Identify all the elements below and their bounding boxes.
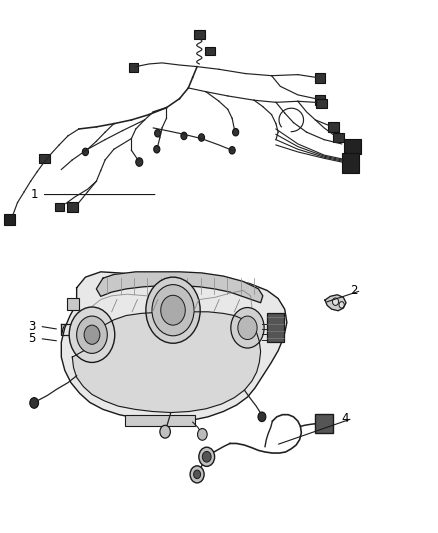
Bar [333, 133, 343, 142]
Circle shape [69, 307, 115, 362]
Circle shape [30, 398, 39, 408]
Circle shape [77, 316, 107, 353]
Bar [194, 30, 205, 39]
Bar [315, 414, 333, 433]
Circle shape [231, 308, 264, 348]
Circle shape [146, 277, 200, 343]
Bar [316, 99, 328, 108]
Circle shape [152, 285, 194, 336]
Circle shape [82, 148, 88, 156]
Circle shape [332, 298, 339, 305]
Polygon shape [61, 272, 287, 422]
Polygon shape [61, 324, 77, 335]
Polygon shape [72, 312, 261, 413]
Circle shape [194, 470, 201, 479]
Circle shape [258, 412, 266, 422]
Circle shape [199, 447, 215, 466]
Bar [315, 73, 325, 83]
Circle shape [160, 425, 170, 438]
Bar [67, 202, 78, 212]
Bar [267, 313, 284, 342]
Circle shape [181, 132, 187, 140]
Bar [125, 415, 195, 426]
Circle shape [84, 325, 100, 344]
Bar [129, 63, 138, 72]
Circle shape [190, 466, 204, 483]
Circle shape [155, 130, 161, 137]
Bar [205, 46, 215, 54]
Text: 1: 1 [31, 188, 38, 201]
Text: 3: 3 [28, 320, 36, 333]
Circle shape [238, 316, 257, 340]
Circle shape [66, 328, 70, 334]
Circle shape [339, 302, 344, 308]
Circle shape [63, 325, 73, 337]
Circle shape [161, 295, 185, 325]
Bar [55, 203, 64, 211]
Circle shape [233, 128, 239, 136]
Circle shape [136, 158, 143, 166]
Bar [39, 154, 50, 163]
Circle shape [154, 146, 160, 153]
Text: 4: 4 [342, 412, 349, 425]
Bar [4, 214, 15, 225]
Bar [344, 139, 361, 154]
Circle shape [229, 147, 235, 154]
Circle shape [198, 134, 205, 141]
Bar [342, 153, 359, 173]
Bar [328, 122, 339, 132]
Polygon shape [325, 295, 346, 311]
Text: 2: 2 [350, 284, 358, 297]
Bar [67, 298, 79, 310]
Circle shape [198, 429, 207, 440]
Bar [315, 95, 325, 105]
Text: 5: 5 [28, 332, 36, 345]
Polygon shape [96, 272, 263, 303]
Circle shape [202, 451, 211, 462]
